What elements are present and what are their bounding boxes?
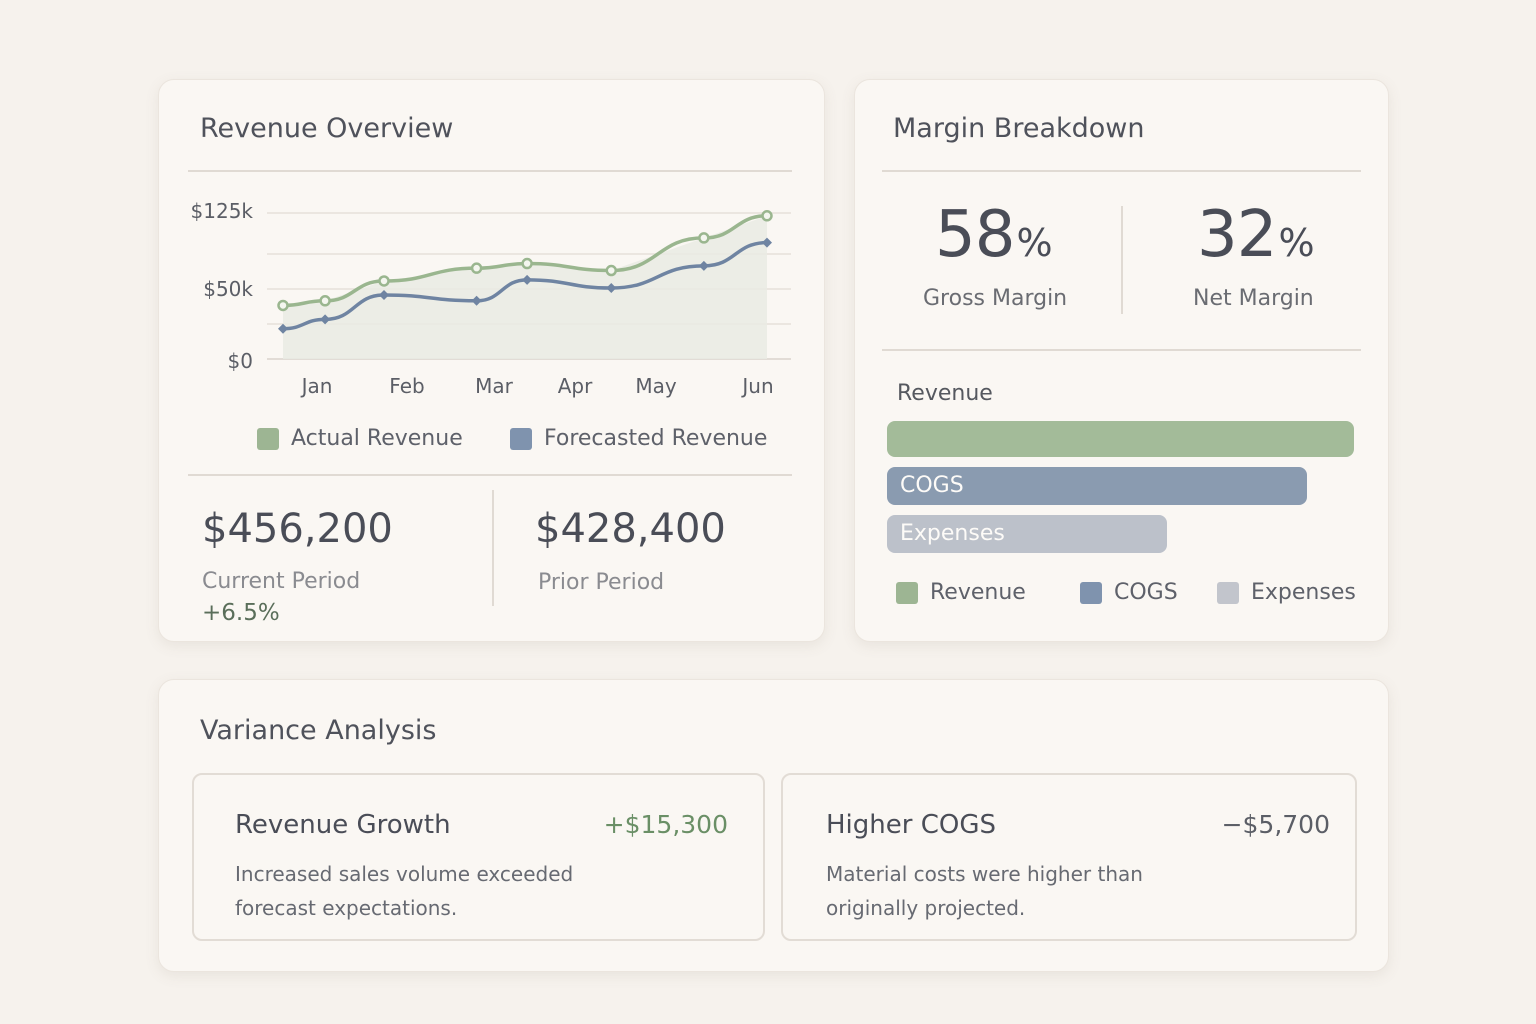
divider	[188, 474, 792, 476]
cogs-bar: COGS	[887, 467, 1307, 505]
y-tick-label: $0	[228, 349, 253, 373]
legend-expenses: Expenses	[1217, 580, 1356, 605]
variance-analysis-card: Variance Analysis Revenue Growth +$15,30…	[158, 679, 1389, 972]
legend-revenue: Revenue	[896, 580, 1026, 605]
legend-label: Expenses	[1251, 580, 1356, 605]
x-tick-label: Jun	[740, 374, 773, 398]
variance-item-revenue-growth[interactable]: Revenue Growth +$15,300 Increased sales …	[192, 773, 765, 941]
x-tick-label: Jan	[300, 374, 333, 398]
y-tick-label: $50k	[203, 277, 253, 301]
legend-swatch	[257, 427, 279, 450]
forecasted-revenue-point	[278, 323, 288, 334]
legend-actual-revenue: Actual Revenue	[257, 426, 463, 451]
y-tick-label: $125k	[191, 199, 254, 223]
legend-swatch	[510, 427, 532, 450]
divider	[188, 170, 792, 172]
bars-heading: Revenue	[897, 381, 993, 406]
variance-item-higher-cogs[interactable]: Higher COGS −$5,700 Material costs were …	[781, 773, 1357, 941]
net-margin-unit: %	[1278, 221, 1314, 265]
forecasted-revenue-point	[762, 237, 772, 248]
actual-revenue-point	[470, 262, 483, 274]
actual-revenue-point	[319, 295, 331, 307]
legend-forecasted-revenue: Forecasted Revenue	[510, 426, 767, 451]
net-margin-number: 32	[1197, 198, 1277, 272]
gross-margin-label: Gross Margin	[923, 286, 1068, 311]
variance-item-title: Higher COGS	[826, 810, 996, 840]
variance-item-description: Increased sales volume exceeded forecast…	[235, 862, 574, 920]
actual-revenue-point	[761, 210, 773, 222]
legend-label: Actual Revenue	[291, 426, 463, 451]
actual-revenue-line	[281, 214, 769, 308]
expenses-bar: Expenses	[887, 515, 1167, 553]
divider	[492, 490, 494, 606]
margin-breakdown-title: Margin Breakdown	[893, 113, 1145, 144]
x-tick-label: Feb	[389, 374, 424, 398]
legend-swatch	[1080, 581, 1102, 604]
forecasted-revenue-point	[606, 282, 617, 293]
forecasted-revenue-point	[522, 274, 533, 285]
actual-revenue-point	[521, 257, 533, 270]
variance-analysis-title: Variance Analysis	[200, 715, 437, 746]
forecasted-revenue-point	[471, 295, 482, 306]
revenue-bar	[887, 421, 1354, 457]
variance-item-description: Material costs were higher than original…	[826, 862, 1143, 920]
prior-period-value: $428,400	[535, 506, 726, 552]
divider	[882, 170, 1361, 172]
variance-item-amount: +$15,300	[603, 810, 728, 839]
net-margin-value: 32%	[1197, 198, 1315, 272]
x-tick-label: Apr	[558, 374, 593, 398]
forecasted-revenue-point	[320, 314, 331, 325]
divider	[882, 349, 1361, 351]
revenue-overview-card: Revenue Overview $125k $50k $0 Jan Feb Mar Ap…	[158, 79, 825, 642]
gross-margin-unit: %	[1016, 221, 1052, 265]
divider	[1121, 206, 1123, 314]
actual-revenue-point	[698, 232, 710, 244]
current-period-label: Current Period	[202, 569, 361, 594]
actual-revenue-point	[378, 275, 390, 287]
net-margin-label: Net Margin	[1193, 286, 1314, 311]
variance-item-amount: −$5,700	[1221, 810, 1330, 839]
current-period-delta: +6.5%	[202, 600, 280, 626]
revenue-line-chart: $125k $50k $0 Jan Feb Mar Apr May Jun	[191, 199, 791, 398]
actual-revenue-point	[277, 299, 289, 312]
area-fill	[283, 215, 767, 359]
gross-margin-value: 58%	[935, 198, 1053, 272]
forecasted-revenue-line	[281, 240, 769, 331]
revenue-overview-title: Revenue Overview	[200, 113, 454, 144]
prior-period-label: Prior Period	[538, 570, 665, 595]
margin-breakdown-card: Margin Breakdown 58% Gross Margin 32% Ne…	[854, 79, 1389, 642]
legend-label: Revenue	[930, 580, 1026, 605]
legend-swatch	[896, 581, 918, 604]
x-tick-label: May	[635, 374, 677, 398]
actual-revenue-point	[605, 264, 618, 277]
current-period-value: $456,200	[202, 506, 393, 552]
forecasted-revenue-point	[379, 289, 390, 300]
forecasted-revenue-point	[698, 260, 709, 271]
legend-cogs: COGS	[1080, 580, 1178, 605]
legend-label: Forecasted Revenue	[544, 426, 768, 451]
legend-label: COGS	[1114, 580, 1178, 605]
legend-swatch	[1217, 581, 1239, 604]
x-tick-label: Mar	[475, 374, 514, 398]
gross-margin-number: 58	[935, 198, 1015, 272]
variance-item-title: Revenue Growth	[235, 810, 451, 840]
